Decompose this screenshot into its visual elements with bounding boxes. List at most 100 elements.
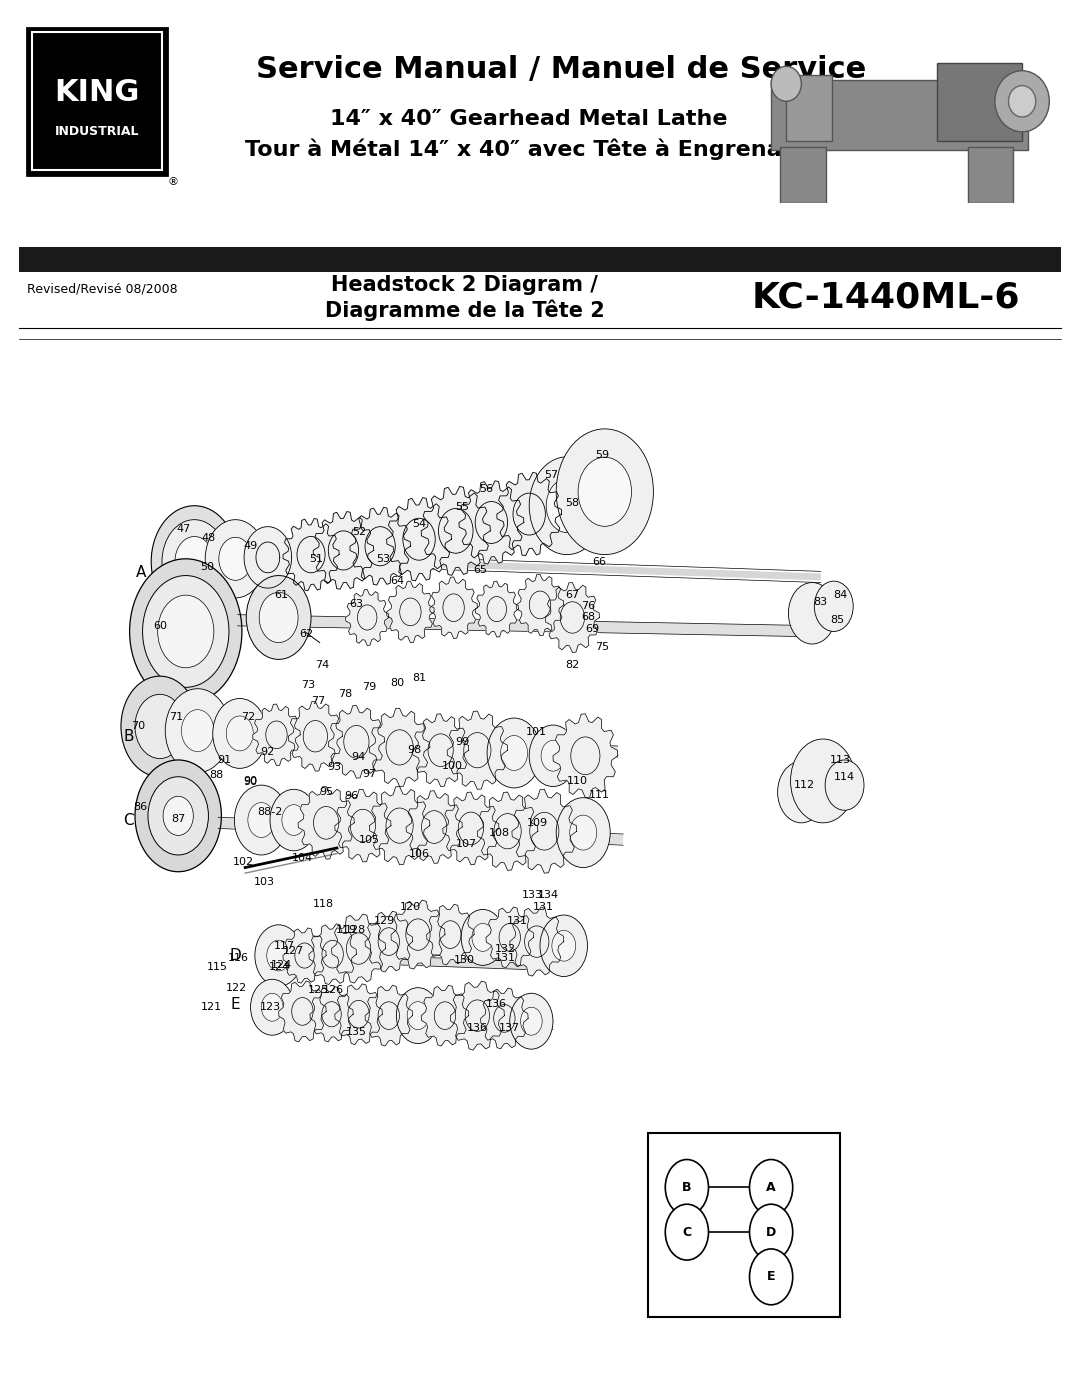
Circle shape (234, 785, 288, 855)
Text: E: E (231, 997, 240, 1011)
Polygon shape (413, 714, 469, 787)
Polygon shape (313, 511, 374, 590)
Circle shape (825, 760, 864, 810)
Polygon shape (369, 708, 430, 787)
Text: Revised/Revisé 08/2008: Revised/Revisé 08/2008 (27, 282, 177, 296)
Polygon shape (328, 705, 384, 778)
Polygon shape (421, 872, 594, 965)
Circle shape (158, 595, 214, 668)
Polygon shape (309, 923, 356, 985)
Circle shape (205, 520, 266, 598)
Circle shape (814, 581, 853, 631)
Text: 101: 101 (526, 726, 548, 738)
Polygon shape (481, 988, 528, 1049)
Text: 122: 122 (226, 982, 247, 993)
Circle shape (487, 718, 541, 788)
Polygon shape (283, 518, 339, 591)
Text: 49: 49 (243, 541, 258, 552)
Text: 75: 75 (595, 641, 610, 652)
Text: 117: 117 (273, 940, 295, 951)
Text: Service Manual / Manuel de Service: Service Manual / Manuel de Service (256, 56, 867, 84)
Text: 68: 68 (581, 612, 596, 623)
Polygon shape (387, 497, 451, 581)
Text: C: C (123, 813, 134, 827)
Text: 90: 90 (243, 775, 258, 787)
Polygon shape (430, 577, 477, 638)
Circle shape (121, 676, 199, 777)
Text: 67: 67 (565, 590, 580, 601)
Text: 88-2: 88-2 (257, 806, 283, 817)
Text: 62: 62 (299, 629, 314, 640)
Polygon shape (516, 574, 564, 636)
Polygon shape (346, 590, 389, 645)
Polygon shape (387, 581, 434, 643)
Ellipse shape (771, 67, 801, 102)
Text: 47: 47 (176, 524, 191, 535)
FancyBboxPatch shape (32, 32, 162, 170)
Polygon shape (421, 985, 469, 1046)
Ellipse shape (995, 71, 1050, 131)
Text: 131: 131 (507, 915, 528, 926)
Text: 129: 129 (374, 915, 395, 926)
Text: 132: 132 (495, 943, 516, 954)
Bar (19, 247, 1061, 272)
Polygon shape (279, 981, 326, 1042)
Text: 96: 96 (343, 791, 359, 802)
Text: 106: 106 (408, 848, 430, 859)
Text: 119: 119 (336, 925, 357, 936)
Polygon shape (427, 904, 474, 965)
Circle shape (213, 698, 267, 768)
Polygon shape (391, 900, 445, 970)
Bar (786, 75, 832, 141)
Text: 53: 53 (377, 553, 390, 564)
Circle shape (175, 536, 214, 587)
Polygon shape (308, 405, 664, 569)
Text: 120: 120 (400, 901, 421, 912)
Text: 103: 103 (254, 876, 275, 887)
Polygon shape (406, 791, 462, 863)
Circle shape (130, 559, 242, 704)
Text: 108: 108 (488, 827, 510, 838)
Text: 88: 88 (208, 770, 224, 781)
Text: 69: 69 (584, 623, 599, 634)
Text: 110: 110 (567, 775, 589, 787)
Polygon shape (486, 907, 534, 968)
Circle shape (750, 1249, 793, 1305)
Circle shape (570, 816, 597, 849)
Text: 94: 94 (351, 752, 366, 763)
Polygon shape (350, 507, 410, 585)
Text: 130: 130 (454, 954, 475, 965)
Text: Headstock 2 Diagram /: Headstock 2 Diagram / (330, 275, 598, 295)
Text: 79: 79 (362, 682, 377, 693)
Circle shape (259, 592, 298, 643)
Polygon shape (335, 983, 382, 1045)
Text: 66: 66 (593, 556, 606, 567)
Text: 131: 131 (532, 901, 554, 912)
Polygon shape (335, 789, 391, 862)
Text: E: E (767, 1270, 775, 1284)
Text: D: D (766, 1225, 777, 1239)
Polygon shape (365, 911, 413, 972)
Text: 91: 91 (217, 754, 232, 766)
Text: 71: 71 (168, 711, 184, 722)
Circle shape (788, 583, 836, 644)
Text: 115: 115 (206, 961, 228, 972)
Text: 76: 76 (581, 601, 596, 612)
Bar (648, 1133, 840, 1317)
Text: 134: 134 (538, 890, 559, 901)
Text: 95: 95 (319, 787, 334, 798)
Text: 116: 116 (228, 953, 249, 964)
Polygon shape (365, 985, 413, 1046)
Bar (968, 147, 1013, 203)
Circle shape (552, 930, 576, 961)
Text: 93: 93 (327, 761, 342, 773)
Circle shape (251, 979, 294, 1035)
Text: 131: 131 (495, 953, 516, 964)
Circle shape (135, 694, 185, 759)
Text: 107: 107 (456, 838, 477, 849)
Bar (771, 81, 1028, 151)
Text: C: C (683, 1225, 691, 1239)
Text: 133: 133 (522, 890, 543, 901)
FancyBboxPatch shape (27, 28, 167, 175)
Text: 74: 74 (314, 659, 329, 671)
